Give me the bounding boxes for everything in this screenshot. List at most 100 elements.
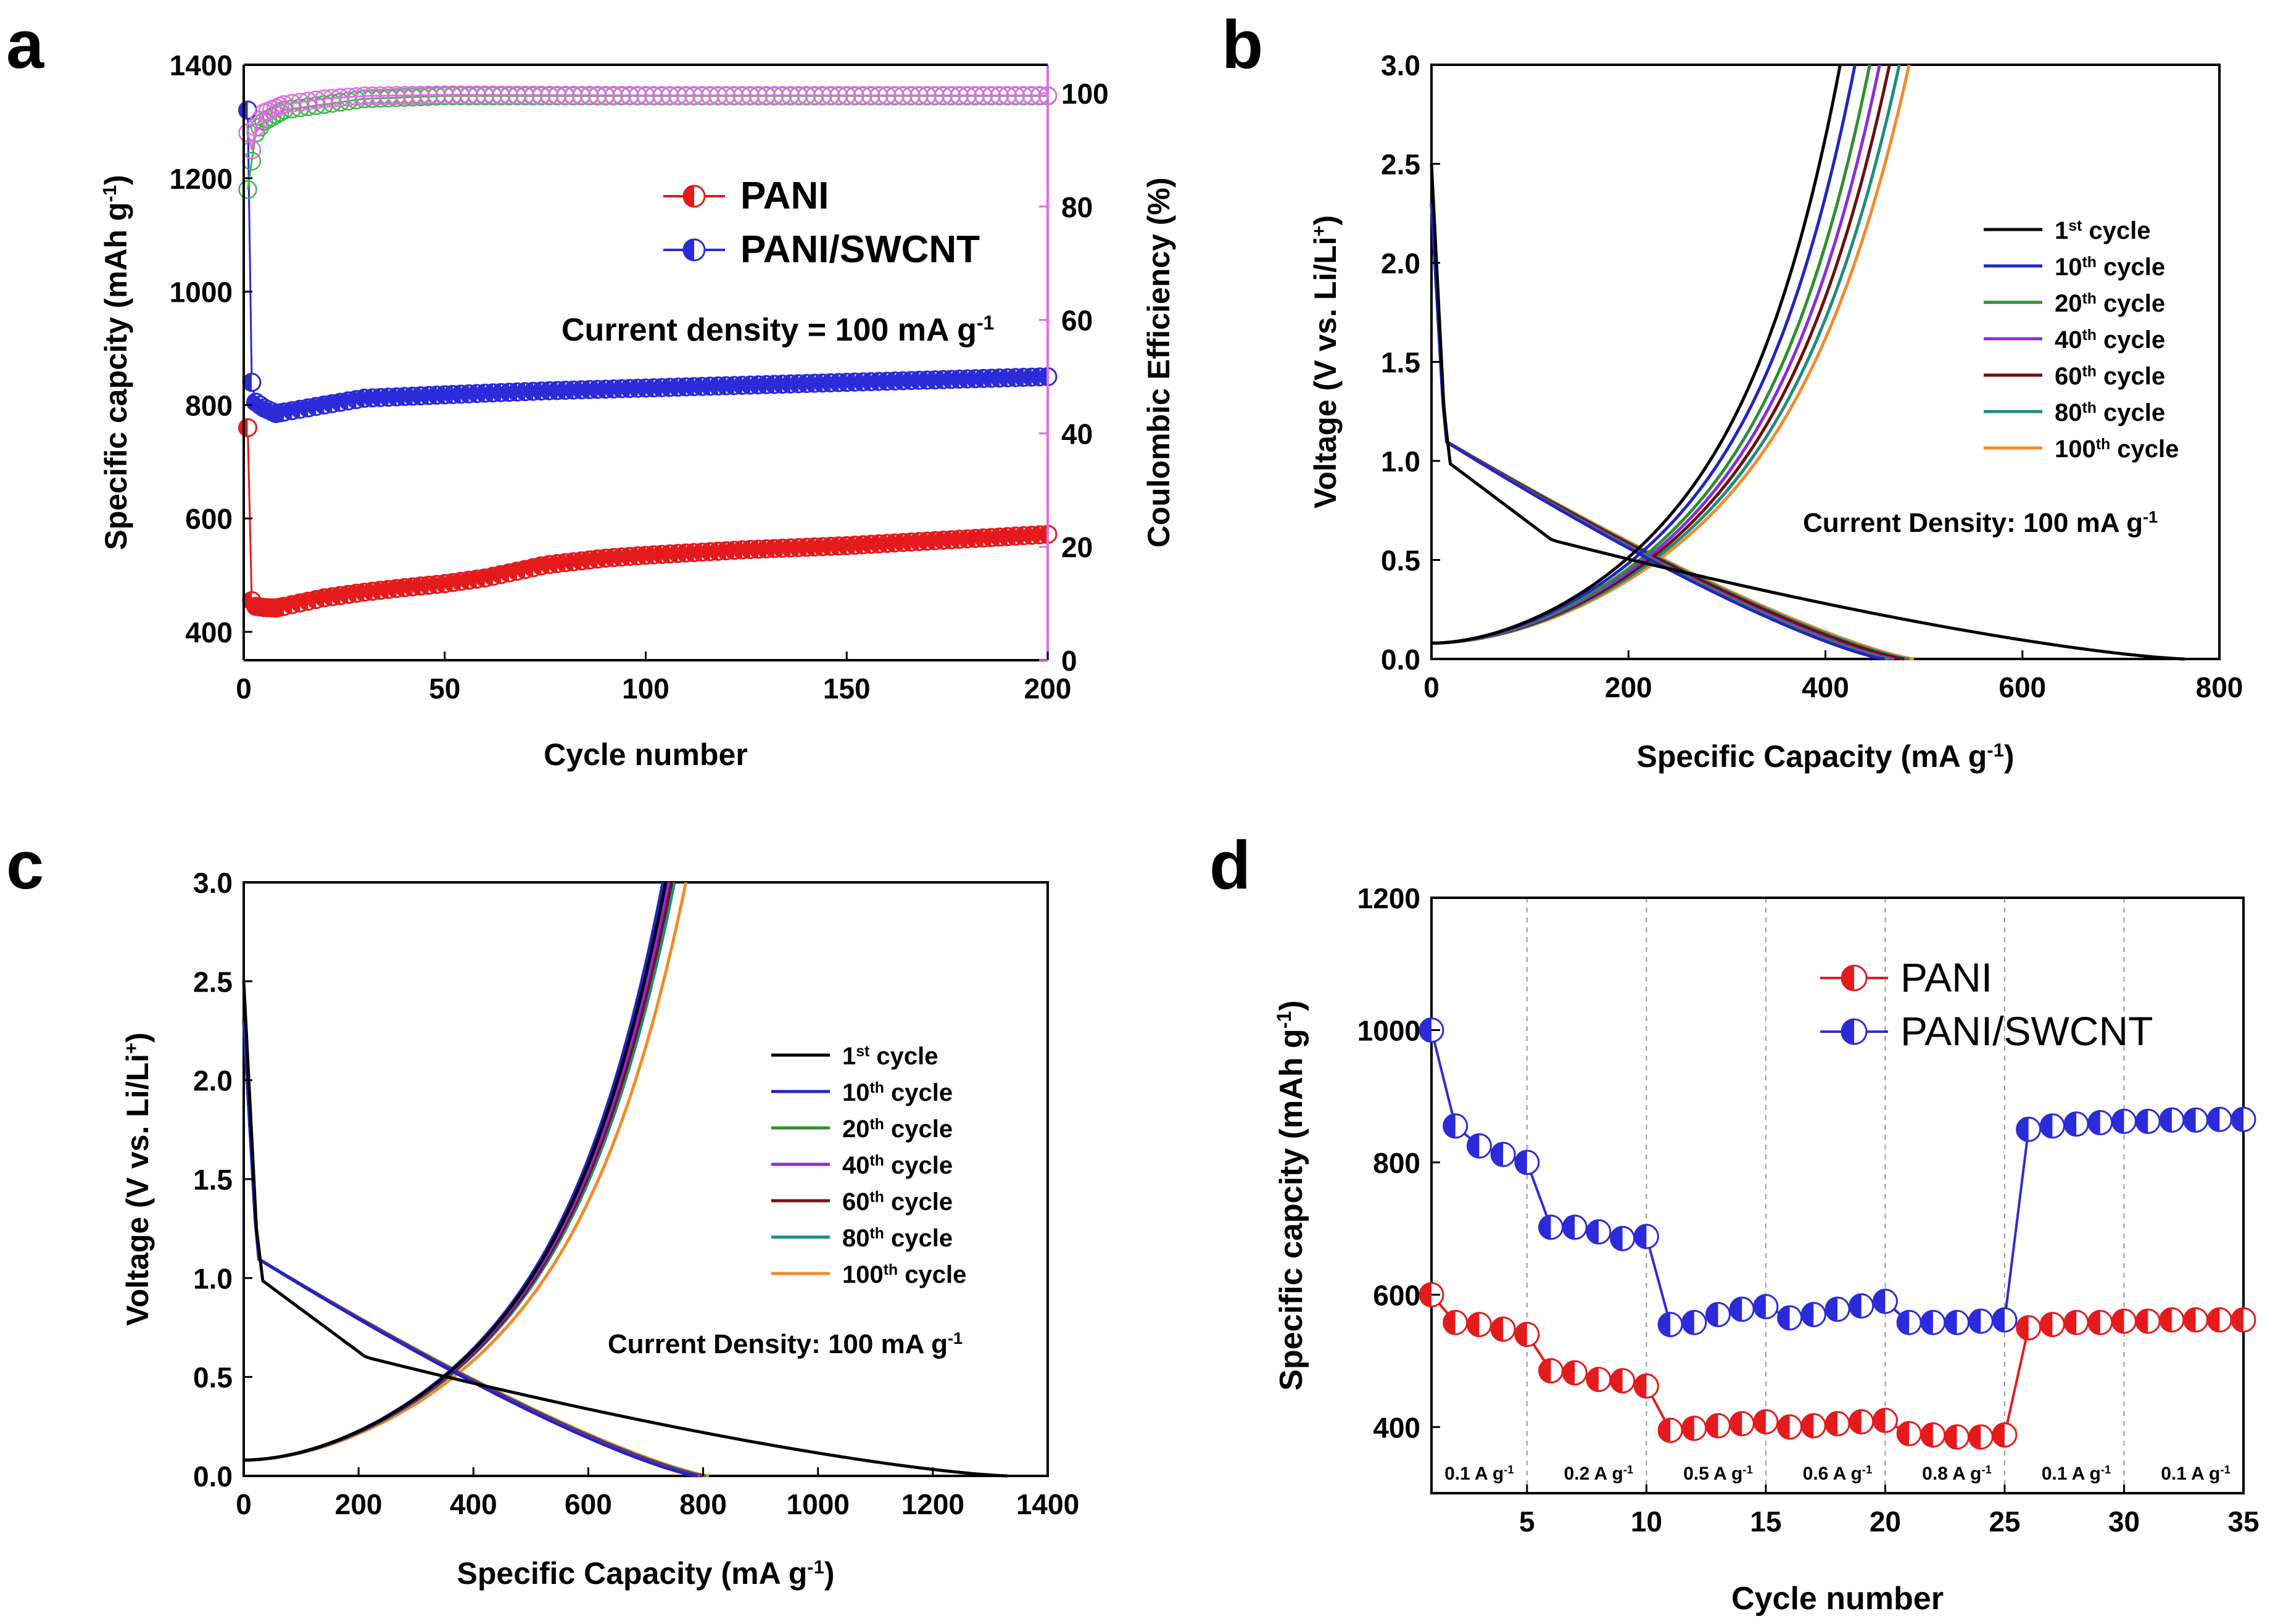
data-point-fill	[934, 531, 943, 549]
data-point	[1610, 1225, 1636, 1251]
series-pani-swcnt-ce	[238, 85, 1058, 160]
data-point-fill	[990, 369, 1000, 387]
data-point-fill	[573, 552, 582, 570]
data-point	[1944, 1309, 1970, 1335]
data-point-fill	[950, 370, 959, 388]
data-point	[451, 85, 471, 105]
data-point-fill	[2184, 1108, 2196, 1132]
data-point-fill	[958, 370, 967, 388]
y-tick-label: 1000	[1357, 1014, 1420, 1046]
data-point-fill	[1730, 1297, 1742, 1321]
y-tick-label: 1000	[170, 276, 233, 309]
data-point-fill	[942, 370, 951, 388]
data-point-fill	[1039, 368, 1048, 386]
data-point-fill	[862, 373, 871, 391]
data-point	[1705, 1413, 1731, 1439]
data-point-fill	[275, 597, 284, 615]
data-point-fill	[621, 379, 630, 397]
data-point-fill	[1443, 1311, 1456, 1335]
data-point	[885, 86, 905, 105]
data-point	[1753, 1409, 1779, 1435]
data-point-fill	[653, 545, 662, 563]
legend-label: 10th cycle	[842, 1079, 953, 1106]
legend-label: 100th cycle	[842, 1261, 966, 1288]
data-point	[1825, 1411, 1850, 1436]
data-point	[491, 85, 511, 105]
data-point	[958, 86, 977, 105]
data-point-fill	[798, 375, 807, 392]
data-point	[242, 373, 262, 392]
data-point	[331, 88, 350, 107]
data-point	[877, 86, 897, 105]
x-tick-label: 400	[1802, 671, 1849, 703]
y-tick-label: 1.5	[193, 1164, 233, 1196]
data-point-fill	[379, 581, 389, 599]
data-point-fill	[982, 370, 992, 387]
y-tick-label: 800	[185, 389, 233, 421]
data-point-fill	[629, 547, 638, 565]
data-point-fill	[990, 528, 1000, 546]
data-point	[813, 86, 832, 105]
data-point-fill	[2184, 1308, 2196, 1332]
data-point-fill	[1610, 1227, 1623, 1251]
x-axis-title: Cycle number	[544, 737, 748, 772]
data-point-fill	[1586, 1220, 1599, 1244]
data-point	[982, 86, 1001, 105]
data-point-fill	[2232, 1308, 2243, 1332]
data-point-fill	[910, 371, 919, 389]
data-point	[1872, 1288, 1898, 1314]
data-point	[1968, 1424, 1994, 1450]
data-point-fill	[878, 534, 887, 552]
data-point	[2087, 1110, 2113, 1136]
data-point	[1490, 1141, 1516, 1167]
data-point	[347, 87, 366, 106]
panel-label-b: b	[1222, 7, 1263, 83]
data-point-fill	[307, 397, 317, 415]
data-point-fill	[1539, 1359, 1551, 1383]
data-point-fill	[1873, 1409, 1886, 1433]
data-point	[942, 86, 961, 105]
legend-label: 1st cycle	[842, 1043, 938, 1070]
data-point	[853, 86, 872, 105]
y-tick-label: 800	[1373, 1147, 1420, 1179]
data-point-fill	[661, 378, 670, 396]
data-point-fill	[347, 584, 357, 602]
data-point	[1825, 1296, 1850, 1322]
data-point-fill	[299, 399, 309, 417]
data-point-fill	[1610, 1369, 1623, 1393]
data-point-fill	[476, 569, 485, 587]
charge-curve	[1431, 64, 1842, 645]
data-point-fill	[436, 386, 445, 404]
data-point-fill	[677, 544, 686, 562]
discharge-curve	[1430, 203, 1885, 661]
data-point-fill	[1467, 1312, 1480, 1336]
data-point-fill	[396, 387, 405, 405]
data-point	[467, 85, 487, 105]
data-point	[668, 86, 687, 105]
curve-cycle-40	[1430, 64, 1895, 661]
data-point-fill	[749, 376, 758, 394]
data-point-fill	[581, 551, 590, 569]
data-point	[2039, 1113, 2065, 1139]
data-point-fill	[532, 382, 542, 400]
data-point-fill	[934, 371, 943, 389]
data-point-fill	[629, 379, 638, 397]
data-point-fill	[637, 379, 646, 397]
data-point-fill	[1969, 1309, 1981, 1333]
data-point-fill	[315, 589, 325, 607]
data-point-fill	[444, 574, 453, 592]
data-point	[1681, 1415, 1707, 1441]
data-point-fill	[902, 371, 911, 389]
data-point-fill	[307, 590, 317, 608]
x-tick-label: 400	[450, 1488, 497, 1520]
data-point-fill	[541, 382, 550, 400]
data-point-fill	[1802, 1414, 1814, 1438]
legend-marker	[682, 238, 706, 262]
data-point-fill	[1539, 1215, 1551, 1239]
data-point	[2159, 1307, 2185, 1333]
data-point-fill	[2136, 1109, 2148, 1133]
data-point	[918, 86, 937, 105]
data-point-fill	[452, 385, 461, 403]
data-point-fill	[1515, 1150, 1527, 1174]
data-point	[2206, 1106, 2232, 1132]
